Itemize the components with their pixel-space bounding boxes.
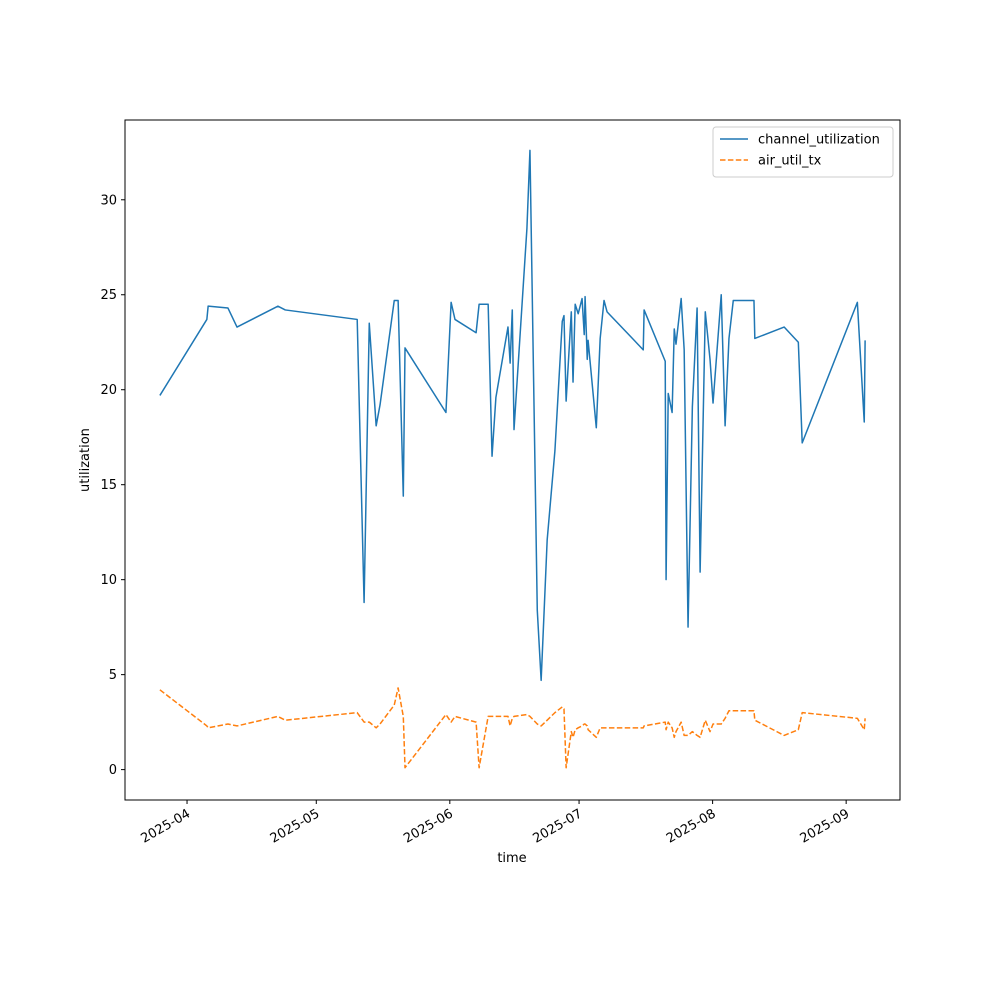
series-line [159, 149, 866, 682]
y-axis-label: utilization [78, 428, 93, 492]
y-tick-label: 10 [100, 573, 117, 588]
y-tick-label: 5 [109, 668, 117, 683]
legend-label: channel_utilization [758, 133, 880, 148]
legend-frame [712, 126, 894, 178]
y-tick-label: 0 [109, 763, 117, 778]
x-axis-label: time [497, 851, 526, 866]
legend-label: air_util_tx [758, 154, 822, 169]
y-tick-label: 25 [100, 288, 117, 303]
plot-frame [124, 119, 901, 801]
y-tick-label: 20 [100, 383, 117, 398]
legend: channel_utilization air_util_tx [712, 126, 894, 178]
y-tick-label: 30 [100, 193, 117, 208]
y-tick-label: 15 [100, 478, 117, 493]
series-line [159, 687, 866, 769]
